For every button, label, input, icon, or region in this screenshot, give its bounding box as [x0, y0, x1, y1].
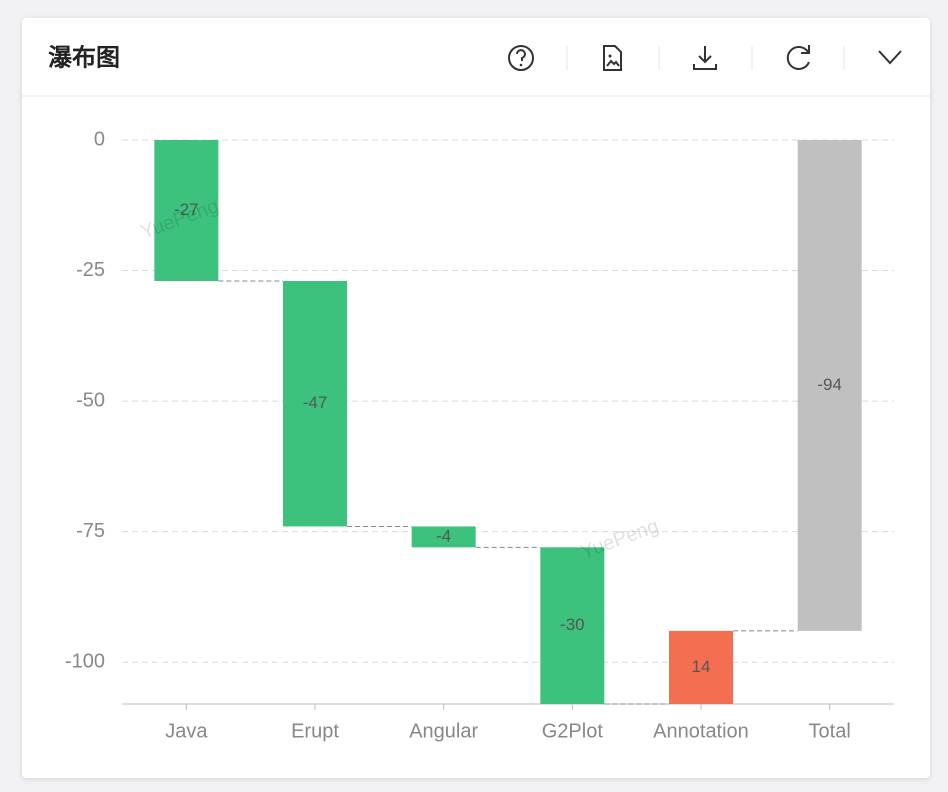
collapse-icon[interactable] [878, 50, 902, 65]
bar [154, 140, 219, 281]
bar [797, 140, 862, 631]
bar [669, 630, 733, 704]
y-tick-label: -50 [76, 389, 105, 411]
x-tick-label: Angular [409, 720, 478, 742]
bar [283, 281, 347, 527]
y-tick-label: -75 [76, 520, 105, 542]
value-label: 14 [692, 657, 711, 676]
download-icon[interactable] [693, 46, 717, 70]
help-icon[interactable] [508, 45, 534, 71]
y-tick-label: -100 [65, 651, 105, 673]
bar [411, 526, 476, 548]
value-label: -94 [817, 375, 842, 394]
image-icon[interactable] [603, 45, 622, 71]
x-tick-label: Annotation [653, 720, 749, 742]
bar [540, 547, 605, 704]
refresh-icon[interactable] [786, 45, 810, 70]
x-tick-label: Java [165, 720, 208, 742]
y-tick-label: -25 [76, 259, 105, 281]
value-label: -27 [174, 200, 199, 219]
watermark: YuePeng [578, 515, 662, 563]
y-tick-label: 0 [94, 128, 105, 150]
card-title: 瀑布图 [48, 43, 120, 71]
value-label: -4 [436, 526, 451, 545]
value-label: -47 [303, 393, 328, 412]
x-tick-label: Erupt [291, 720, 339, 742]
x-tick-label: G2Plot [542, 720, 604, 742]
x-tick-label: Total [809, 720, 851, 742]
value-label: -30 [560, 615, 585, 634]
